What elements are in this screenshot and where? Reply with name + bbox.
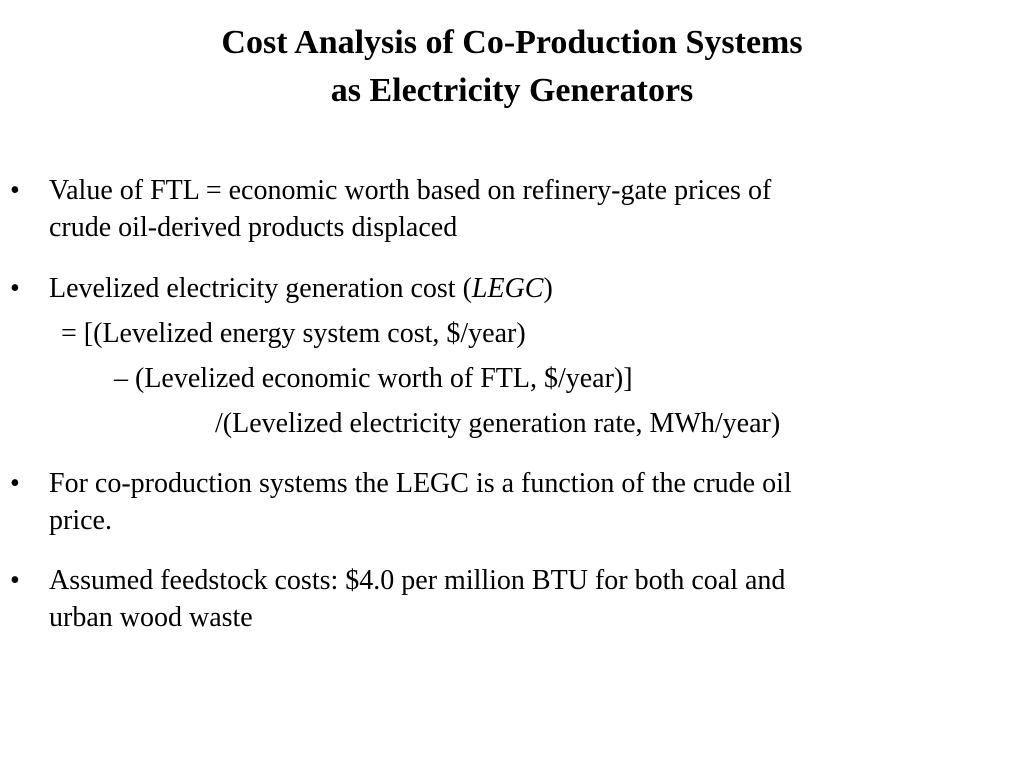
bullet-marker-3: •	[10, 468, 20, 499]
slide-title-line-2: as Electricity Generators	[330, 72, 694, 109]
bullet-4-line-1: Assumed feedstock costs: $4.0 per millio…	[49, 565, 786, 596]
bullet-1-line-2: crude oil-derived products displaced	[49, 212, 458, 243]
bullet-marker-4: •	[10, 565, 20, 596]
formula-line-2: – (Levelized economic worth of FTL, $/ye…	[114, 363, 633, 394]
bullet-2-line-1-prefix: Levelized electricity generation cost (	[49, 273, 472, 304]
bullet-2-line-1-suffix: )	[543, 273, 553, 304]
bullet-3-line-2: price.	[49, 505, 112, 536]
bullet-marker-2: •	[10, 273, 20, 304]
formula-line-3: /(Levelized electricity generation rate,…	[215, 408, 781, 439]
formula-line-1: = [(Levelized energy system cost, $/year…	[61, 318, 526, 349]
bullet-2-line-1: Levelized electricity generation cost (L…	[49, 270, 553, 308]
legc-abbreviation: LEGC	[471, 273, 544, 304]
bullet-4-line-2: urban wood waste	[49, 602, 253, 633]
bullet-3-line-1: For co-production systems the LEGC is a …	[49, 468, 792, 499]
slide-title-line-1: Cost Analysis of Co-Production Systems	[221, 24, 803, 61]
bullet-marker-1: •	[10, 175, 20, 206]
bullet-1-line-1: Value of FTL = economic worth based on r…	[49, 175, 772, 206]
